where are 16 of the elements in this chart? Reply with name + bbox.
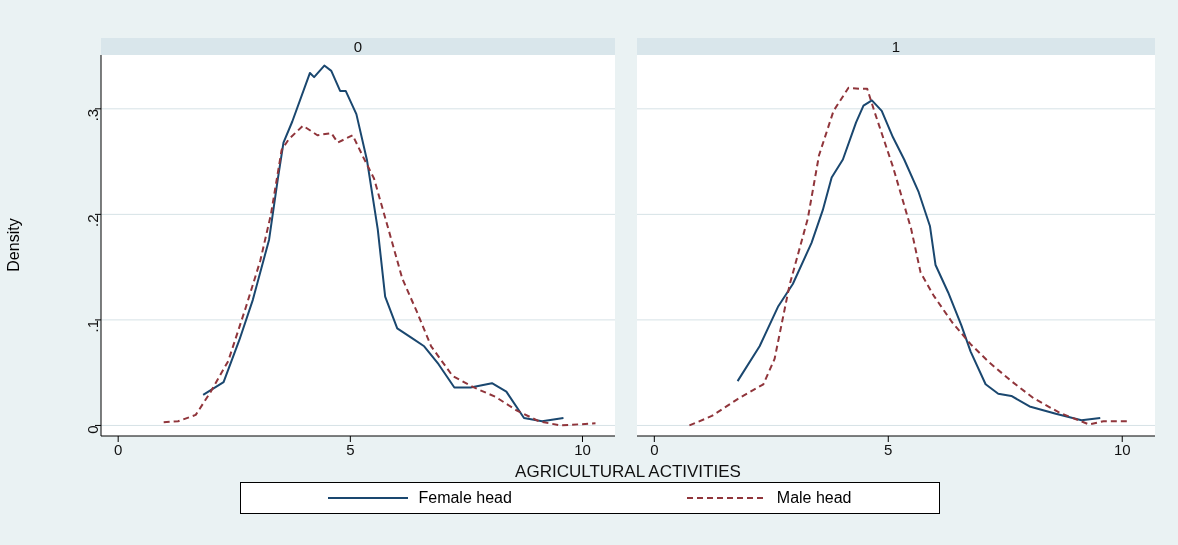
x-tick-label: 5 [346, 440, 355, 458]
x-tick-label: 0 [114, 440, 123, 458]
x-tick-label: 10 [574, 440, 591, 458]
x-tick-label: 10 [1113, 440, 1131, 458]
y-tick-label: 0 [84, 425, 102, 434]
x-tick-label: 5 [884, 440, 893, 458]
legend-label: Male head [776, 489, 852, 507]
y-tick-label: .1 [84, 319, 102, 333]
y-tick-label: .2 [84, 214, 102, 227]
chart-title: 0 [101, 38, 615, 55]
legend-label: Female head [418, 489, 512, 507]
x-tick-label: 0 [650, 440, 659, 458]
chart-title: 1 [637, 38, 1155, 55]
x-axis-title: AGRICULTURAL ACTIVITIES [514, 462, 742, 482]
y-axis-title: Density [5, 218, 23, 272]
y-tick-label: .3 [84, 108, 102, 122]
